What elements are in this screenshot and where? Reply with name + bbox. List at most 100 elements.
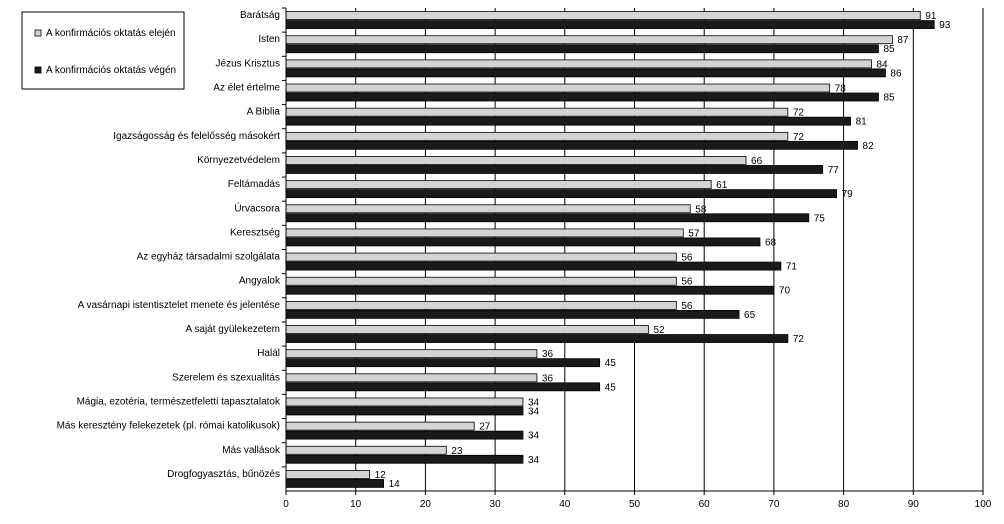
value-label-end: 82 <box>863 141 875 152</box>
bar-end <box>285 116 851 126</box>
category-label: Jézus Krisztus <box>216 58 280 69</box>
value-label-start: 27 <box>479 422 491 433</box>
category-label: Angyalok <box>239 276 281 287</box>
category-label: A Biblia <box>247 107 281 118</box>
bar-end <box>285 140 858 150</box>
bar-end <box>285 285 775 295</box>
x-tick-label: 70 <box>768 499 780 510</box>
category-label: Isten <box>258 34 280 45</box>
bar-end <box>285 68 886 78</box>
bar-start <box>285 373 538 383</box>
bar-start <box>285 276 677 286</box>
category-label: Más vallások <box>222 445 281 456</box>
bar-start <box>285 470 371 479</box>
value-label-start: 34 <box>528 397 540 408</box>
bar-end <box>285 261 782 271</box>
value-label-start: 84 <box>876 59 888 70</box>
value-label-end: 72 <box>793 334 805 345</box>
value-label-end: 85 <box>883 44 895 55</box>
category-label: Az egyház társadalmi szolgálata <box>137 252 281 263</box>
value-label-start: 91 <box>925 11 937 22</box>
value-label-end: 79 <box>842 189 854 200</box>
value-label-start: 66 <box>751 156 763 167</box>
bar-end <box>285 20 935 29</box>
category-label: Szerelem és szexualitás <box>172 372 280 383</box>
x-tick-label: 30 <box>490 499 502 510</box>
bar-end <box>285 213 810 223</box>
value-label-start: 72 <box>793 132 805 143</box>
legend-box <box>21 11 185 90</box>
value-label-end: 70 <box>779 286 791 297</box>
category-label: Mágia, ezotéria, természetfeletti tapasz… <box>77 396 281 407</box>
value-label-end: 34 <box>528 455 540 466</box>
category-label: Halál <box>257 348 280 359</box>
x-tick-label: 90 <box>908 499 920 510</box>
bar-start <box>285 252 677 262</box>
bar-start <box>285 11 921 20</box>
value-label-start: 56 <box>681 253 693 264</box>
value-label-start: 61 <box>716 180 728 191</box>
bar-start <box>285 35 893 45</box>
value-label-start: 12 <box>375 470 387 481</box>
bar-start <box>285 421 475 431</box>
value-label-start: 56 <box>681 277 693 288</box>
bar-end <box>285 92 879 102</box>
value-label-start: 36 <box>542 349 554 360</box>
bar-start <box>285 445 447 455</box>
bar-start <box>285 325 649 334</box>
value-label-end: 81 <box>856 117 868 128</box>
value-label-end: 14 <box>389 479 401 490</box>
bar-end <box>285 189 838 199</box>
bar-layer <box>285 11 935 488</box>
category-label: Barátság <box>240 10 280 21</box>
value-label-start: 87 <box>897 35 909 46</box>
bar-start <box>285 204 691 214</box>
value-label-start: 52 <box>653 325 665 336</box>
bar-end <box>285 334 789 343</box>
value-label-end: 86 <box>890 68 902 79</box>
legend-label-end: A konfirmációs oktatás végén <box>46 65 176 76</box>
category-label: Drogfogyasztás, bűnözés <box>167 469 280 480</box>
category-label: Igazságosság és felelősség másokért <box>113 131 280 142</box>
legend-swatch-start <box>34 29 42 37</box>
value-label-start: 58 <box>695 204 707 215</box>
category-label: Környezetvédelem <box>197 155 280 166</box>
category-label: Keresztség <box>230 227 280 238</box>
x-tick-label: 10 <box>350 499 362 510</box>
value-label-start: 57 <box>688 228 700 239</box>
bar-end <box>285 406 524 416</box>
bar-end <box>285 309 740 319</box>
x-tick-label: 20 <box>420 499 432 510</box>
value-label-end: 68 <box>765 237 777 248</box>
x-tick-label: 50 <box>629 499 641 510</box>
category-label: Az élet értelme <box>213 83 280 94</box>
value-label-end: 75 <box>814 213 826 224</box>
bar-end <box>285 479 384 488</box>
value-label-end: 77 <box>828 165 840 176</box>
bar-end <box>285 44 879 54</box>
bar-start <box>285 300 677 310</box>
legend: A konfirmációs oktatás elején A konfirmá… <box>21 11 185 90</box>
category-label: A vasárnapi istentisztelet menete és jel… <box>78 300 281 311</box>
value-label-end: 34 <box>528 406 540 417</box>
category-label: Úrvacsora <box>234 201 280 214</box>
category-label: Feltámadás <box>228 179 280 190</box>
bar-start <box>285 349 538 359</box>
value-label-end: 45 <box>605 358 617 369</box>
value-label-start: 72 <box>793 108 805 119</box>
value-label-end: 34 <box>528 431 540 442</box>
bar-end <box>285 165 824 174</box>
category-label: Más keresztény felekezetek (pl. római ka… <box>57 421 280 432</box>
value-label-end: 65 <box>744 310 756 321</box>
x-tick-label: 40 <box>559 499 571 510</box>
value-label-end: 93 <box>939 20 951 31</box>
value-label-end: 71 <box>786 262 798 273</box>
category-label: A saját gyülekezetem <box>186 324 281 335</box>
bar-start <box>285 107 789 117</box>
bar-start <box>285 228 684 238</box>
value-label-start: 78 <box>835 84 847 95</box>
legend-swatch-end <box>34 66 42 74</box>
